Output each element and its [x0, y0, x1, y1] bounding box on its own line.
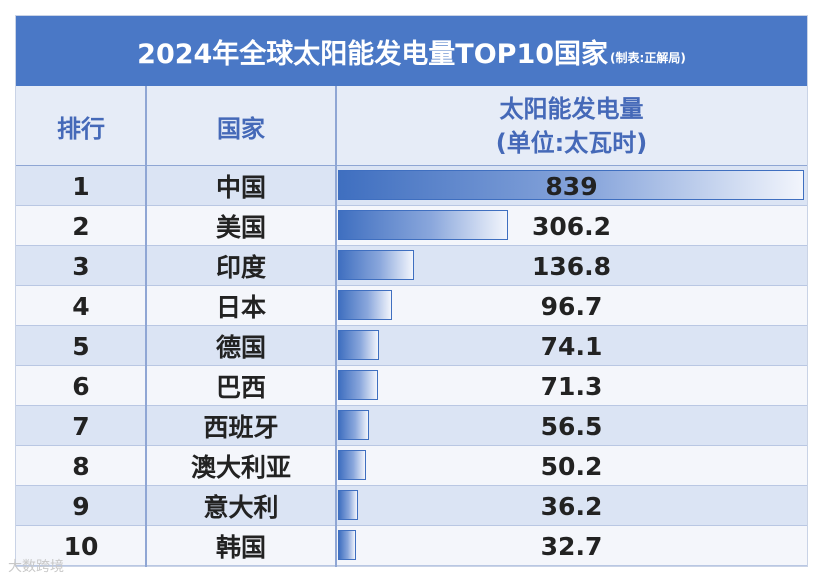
rank-cell: 3: [72, 251, 90, 281]
value-label: 56.5: [540, 411, 603, 441]
watermark: 大数跨境: [8, 559, 64, 575]
page-subtitle: (制表:正解局): [610, 50, 686, 65]
data-bar: [338, 250, 414, 280]
rank-cell: 9: [72, 491, 90, 521]
table-frame: [15, 15, 808, 567]
data-bar: [338, 410, 370, 440]
value-label: 36.2: [540, 491, 603, 521]
country-cell: 澳大利亚: [190, 453, 291, 482]
value-label: 71.3: [540, 371, 603, 401]
country-cell: 中国: [215, 173, 266, 202]
data-bar: [338, 290, 392, 320]
rank-cell: 1: [72, 171, 90, 201]
data-bar: [338, 330, 380, 360]
data-bar: [338, 450, 366, 480]
table-row: 5 德国 74.1: [16, 326, 807, 366]
header-rank: 排行: [57, 114, 105, 143]
data-bar: [338, 370, 378, 400]
country-cell: 韩国: [215, 533, 266, 562]
header-value-line2: (单位:太瓦时): [495, 129, 648, 157]
country-cell: 西班牙: [203, 413, 279, 442]
rank-cell: 4: [72, 291, 90, 321]
value-label: 306.2: [531, 211, 612, 241]
header-value: 太阳能发电量 (单位:太瓦时): [336, 86, 807, 166]
value-label: 50.2: [540, 451, 603, 481]
value-label: 136.8: [531, 251, 612, 281]
country-cell: 巴西: [215, 373, 266, 402]
table-row: 9 意大利 36.2: [16, 486, 807, 526]
data-bar: [338, 490, 359, 520]
value-label: 32.7: [540, 531, 603, 561]
rank-cell: 8: [72, 451, 90, 481]
table-row: 6 巴西 71.3: [16, 366, 807, 406]
table-row: 7 西班牙 56.5: [16, 406, 807, 446]
country-cell: 意大利: [203, 493, 279, 522]
value-label: 96.7: [540, 291, 603, 321]
table-header: 排行 国家 太阳能发电量 (单位:太瓦时): [16, 86, 807, 166]
column-divider: [145, 86, 147, 567]
country-cell: 美国: [215, 213, 266, 242]
header-value-line1: 太阳能发电量: [499, 95, 644, 123]
rank-cell: 7: [72, 411, 90, 441]
country-cell: 日本: [215, 293, 266, 322]
country-cell: 印度: [215, 253, 266, 282]
data-bar: [338, 170, 804, 200]
table-row: 8 澳大利亚 50.2: [16, 446, 807, 486]
value-label: 839: [545, 171, 598, 201]
header-country: 国家: [217, 114, 265, 143]
rank-cell: 10: [63, 531, 99, 561]
table-row: 4 日本 96.7: [16, 286, 807, 326]
table-row: 3 印度 136.8: [16, 246, 807, 286]
table-row: 1 中国 839: [16, 166, 807, 206]
rank-cell: 6: [72, 371, 90, 401]
table-row: 2 美国 306.2: [16, 206, 807, 246]
rank-cell: 2: [72, 211, 90, 241]
rank-cell: 5: [72, 331, 90, 361]
country-cell: 德国: [215, 333, 266, 362]
table-row: 10 韩国 32.7: [16, 526, 807, 566]
data-bar: [338, 210, 509, 240]
value-label: 74.1: [540, 331, 603, 361]
title-bar: 2024年全球太阳能发电量TOP10国家 (制表:正解局): [16, 16, 807, 86]
page-title: 2024年全球太阳能发电量TOP10国家: [137, 38, 609, 70]
data-bar: [338, 530, 357, 560]
column-divider: [335, 86, 337, 567]
